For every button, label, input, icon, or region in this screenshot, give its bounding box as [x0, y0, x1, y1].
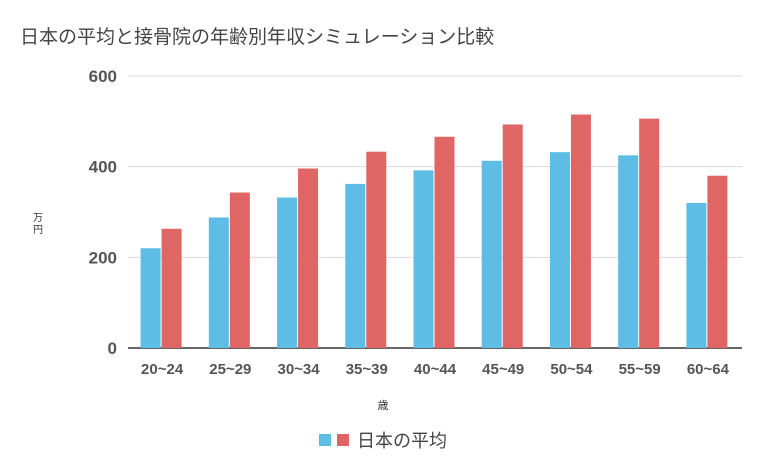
bar-series-2	[366, 151, 387, 348]
bar-series-1	[481, 160, 502, 348]
bar-series-1	[345, 183, 366, 348]
y-axis-label: 万円	[33, 213, 43, 236]
x-tick-label: 50~54	[550, 361, 593, 378]
legend-label-series-2: 日本の平均	[357, 431, 447, 452]
x-tick-label: 55~59	[619, 361, 661, 378]
bar-series-2	[502, 124, 523, 348]
bar-series-1	[208, 217, 229, 348]
x-axis-label: 歳	[377, 399, 389, 412]
bar-series-2	[639, 118, 660, 348]
bar-series-2	[229, 192, 250, 348]
x-tick-label: 25~29	[209, 361, 251, 378]
x-tick-label: 60~64	[687, 361, 730, 378]
legend-swatch-series-2	[337, 434, 349, 446]
x-tick-label: 35~39	[346, 361, 388, 378]
bar-series-2	[161, 228, 182, 348]
bar-series-2	[434, 136, 455, 348]
y-tick-label: 200	[89, 248, 117, 267]
y-tick-label: 0	[108, 339, 117, 358]
y-tick-label: 600	[89, 67, 117, 86]
legend: 日本の平均	[0, 427, 766, 453]
bar-series-1	[413, 170, 434, 348]
chart-title: 日本の平均と接骨院の年齢別年収シミュレーション比較	[20, 26, 495, 48]
bar-series-2	[570, 114, 591, 349]
bar-series-1	[618, 155, 639, 348]
bar-series-1	[686, 202, 707, 348]
x-tick-label: 40~44	[414, 361, 457, 378]
y-tick-label: 400	[89, 158, 117, 177]
x-tick-label: 30~34	[277, 361, 320, 378]
x-tick-label: 20~24	[141, 361, 184, 378]
bar-series-1	[140, 248, 161, 348]
bar-series-2	[298, 168, 319, 348]
x-tick-label: 45~49	[482, 361, 524, 378]
bar-series-1	[277, 197, 298, 348]
bar-series-1	[549, 152, 570, 348]
bar-series-2	[707, 175, 728, 348]
legend-swatch-series-1	[319, 434, 331, 446]
